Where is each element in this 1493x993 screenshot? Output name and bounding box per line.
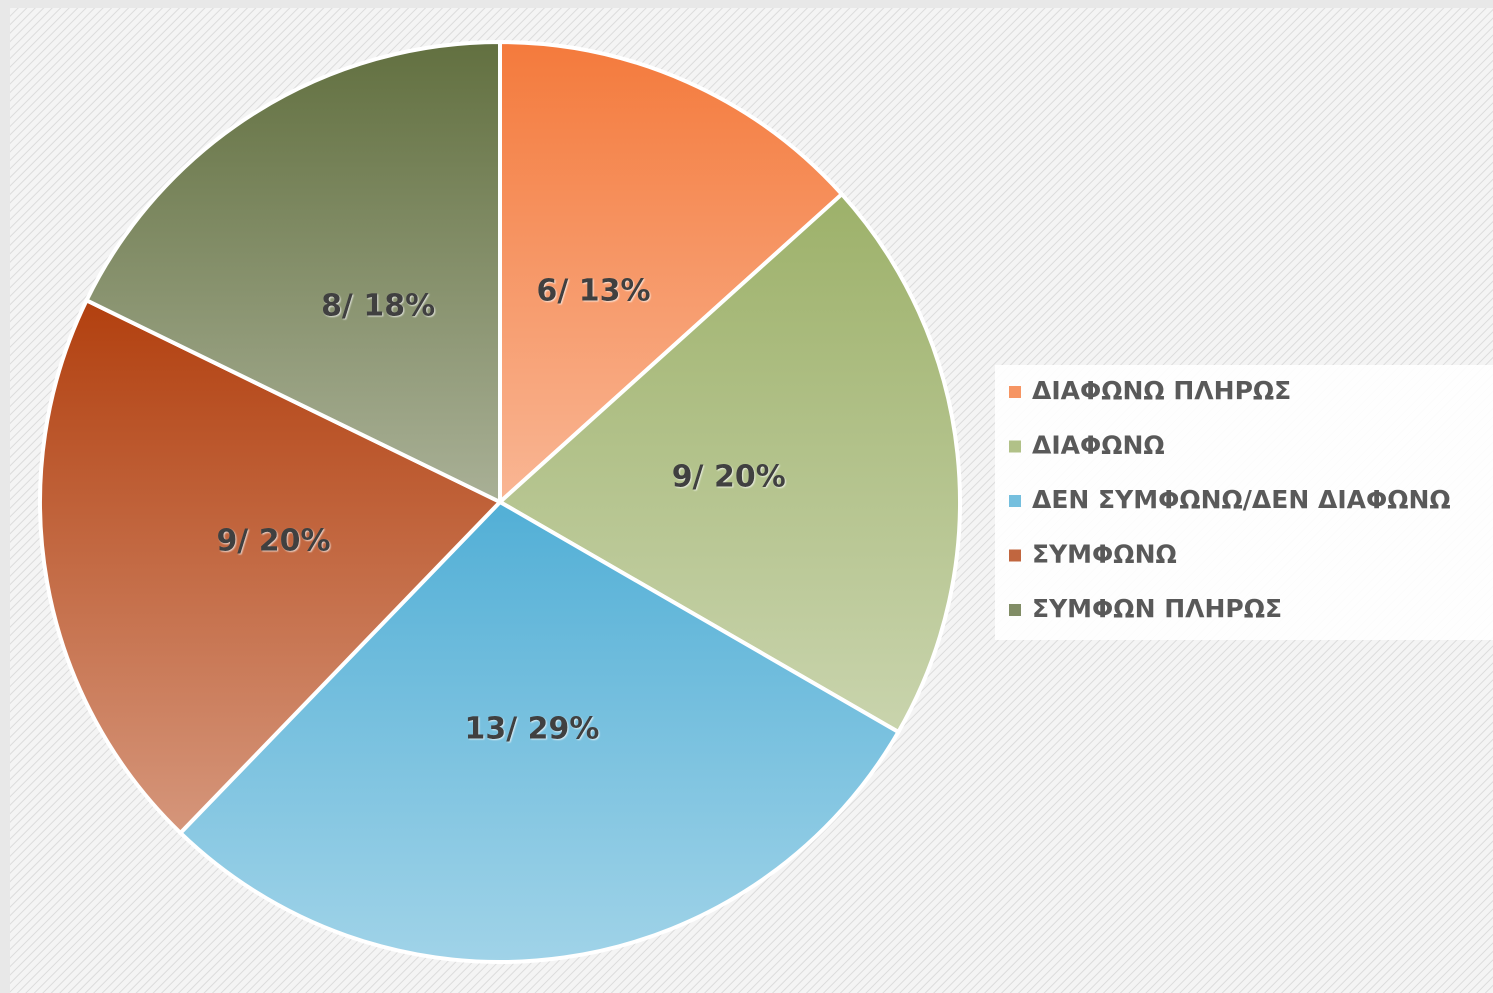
- legend-marker: [1009, 495, 1021, 507]
- pie-slice: [83, 39, 502, 506]
- legend-label: ΣΥΜΦΩΝ ΠΛΗΡΩΣ: [1032, 594, 1282, 623]
- legend-label: ΔΙΑΦΩΝΩ ΠΛΗΡΩΣ: [1032, 376, 1291, 405]
- pie-slice: [496, 191, 962, 735]
- data-label: 13/ 29%: [465, 711, 600, 746]
- legend-background: [995, 365, 1493, 640]
- legend-marker: [1009, 386, 1021, 398]
- legend-marker: [1009, 549, 1021, 562]
- data-label: 9/ 20%: [216, 523, 330, 558]
- legend-marker: [1009, 604, 1021, 616]
- legend-label: ΔΕΝ ΣΥΜΦΩΝΩ/ΔΕΝ ΔΙΑΦΩΝΩ: [1032, 485, 1451, 514]
- legend-label: ΔΙΑΦΩΝΩ: [1032, 431, 1165, 460]
- data-label: 6/ 13%: [537, 273, 651, 308]
- pie-slice: [38, 297, 504, 836]
- legend-marker: [1009, 440, 1021, 453]
- pie-slice: [177, 499, 902, 964]
- legend-label: ΣΥΜΦΩΝΩ: [1032, 540, 1177, 569]
- data-label: 9/ 20%: [672, 459, 786, 494]
- data-label: 8/ 18%: [321, 288, 435, 323]
- pie-slice: [498, 39, 845, 507]
